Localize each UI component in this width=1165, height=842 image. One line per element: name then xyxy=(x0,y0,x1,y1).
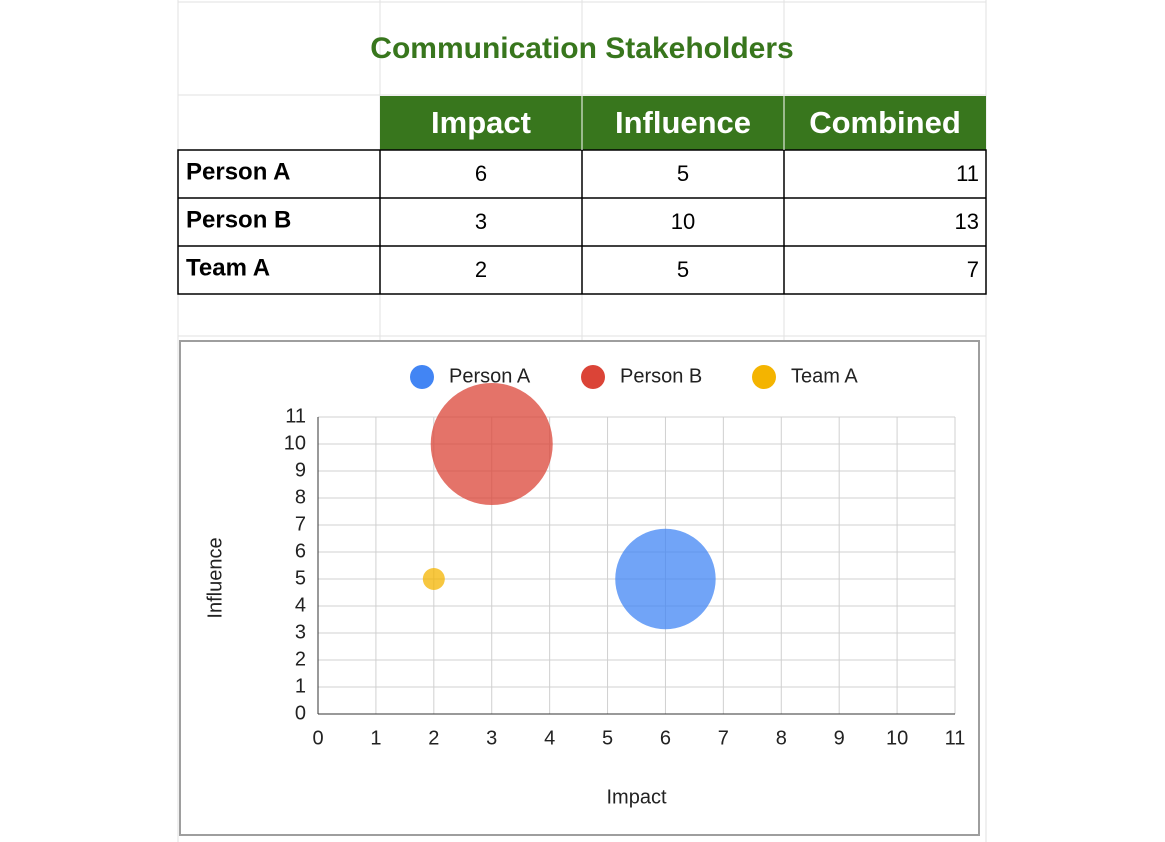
table: Impact Influence Combined Person A 6 5 11 Perso… xyxy=(178,96,986,294)
row-label: Team A xyxy=(186,254,270,281)
x-tick-label: 6 xyxy=(660,727,671,749)
legend-label: Team A xyxy=(791,365,858,387)
header-fill xyxy=(380,96,986,150)
y-tick-label: 11 xyxy=(285,405,306,427)
x-tick-label: 3 xyxy=(486,727,497,749)
y-tick-label: 2 xyxy=(295,648,306,670)
y-tick-label: 4 xyxy=(295,594,306,616)
legend-swatch xyxy=(581,365,605,389)
row-label: Person A xyxy=(186,158,290,185)
cell-value: 13 xyxy=(955,209,979,234)
x-tick-label: 4 xyxy=(544,727,555,749)
y-axis-title: Influence xyxy=(204,537,226,618)
y-tick-label: 1 xyxy=(295,675,306,697)
column-header: Combined xyxy=(809,105,961,140)
legend-label: Person B xyxy=(620,365,702,387)
column-header: Impact xyxy=(431,105,531,140)
cell-value: 11 xyxy=(956,161,979,186)
bubble xyxy=(615,528,716,630)
cell-value: 5 xyxy=(677,257,689,282)
legend-swatch xyxy=(752,365,776,389)
x-tick-label: 7 xyxy=(718,727,729,749)
x-tick-label: 9 xyxy=(834,727,845,749)
x-tick-label: 1 xyxy=(370,727,381,749)
x-tick-label: 8 xyxy=(776,727,787,749)
x-tick-label: 10 xyxy=(886,727,908,749)
y-tick-label: 9 xyxy=(295,459,306,481)
row-label: Person B xyxy=(186,206,291,233)
chart-frame xyxy=(179,340,980,836)
sheet-title: Communication Stakeholders xyxy=(370,32,793,65)
y-tick-label: 10 xyxy=(284,432,306,454)
chart: 0 1 2 3 4 5 6 7 8 9 10 11 0 1 2 3 4 5 6 7 8 9 10 11 Impact Influe… xyxy=(204,365,965,808)
cell-value: 6 xyxy=(475,161,487,186)
x-tick-label: 0 xyxy=(312,727,323,749)
y-tick-label: 8 xyxy=(295,486,306,508)
bubble xyxy=(422,568,445,590)
y-tick-label: 0 xyxy=(295,702,306,724)
x-tick-label: 2 xyxy=(428,727,439,749)
bubble xyxy=(430,383,553,505)
y-tick-label: 3 xyxy=(295,621,306,643)
x-tick-label: 11 xyxy=(945,727,966,749)
y-tick-label: 6 xyxy=(295,540,306,562)
legend-swatch xyxy=(410,365,434,389)
cell-value: 2 xyxy=(475,257,487,282)
y-tick-label: 7 xyxy=(295,513,306,535)
column-header: Influence xyxy=(615,105,751,140)
cell-value: 5 xyxy=(677,161,689,186)
y-tick-label: 5 xyxy=(295,567,306,589)
cell-value: 7 xyxy=(967,257,979,282)
x-axis-title: Impact xyxy=(606,786,666,808)
legend-label: Person A xyxy=(449,365,531,387)
x-tick-label: 5 xyxy=(602,727,613,749)
cell-value: 3 xyxy=(475,209,487,234)
cell-value: 10 xyxy=(671,209,695,234)
